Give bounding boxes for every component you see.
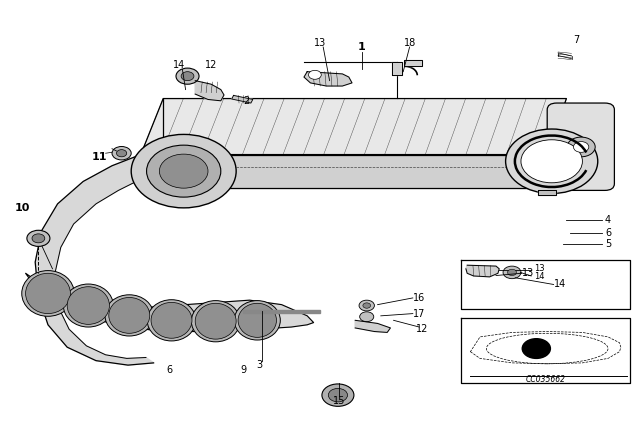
Ellipse shape bbox=[191, 301, 240, 342]
Ellipse shape bbox=[67, 287, 109, 324]
Circle shape bbox=[508, 269, 516, 276]
Circle shape bbox=[567, 137, 595, 157]
Polygon shape bbox=[141, 155, 547, 188]
Circle shape bbox=[359, 300, 374, 311]
Ellipse shape bbox=[234, 301, 280, 340]
Circle shape bbox=[32, 234, 45, 243]
Text: 13: 13 bbox=[522, 268, 534, 278]
Text: 4: 4 bbox=[605, 215, 611, 224]
Text: 14: 14 bbox=[534, 272, 545, 281]
Circle shape bbox=[159, 154, 208, 188]
Text: 11: 11 bbox=[92, 152, 107, 162]
Text: 6: 6 bbox=[605, 228, 611, 238]
Circle shape bbox=[147, 145, 221, 197]
Text: 9: 9 bbox=[240, 365, 246, 375]
FancyBboxPatch shape bbox=[547, 103, 614, 190]
Ellipse shape bbox=[63, 284, 113, 327]
Text: 12: 12 bbox=[205, 60, 218, 70]
Text: 14: 14 bbox=[554, 280, 566, 289]
Circle shape bbox=[522, 339, 550, 358]
Polygon shape bbox=[355, 320, 390, 332]
Circle shape bbox=[27, 230, 50, 246]
Polygon shape bbox=[304, 72, 352, 86]
Text: 17: 17 bbox=[413, 309, 426, 319]
Polygon shape bbox=[35, 155, 154, 365]
Circle shape bbox=[328, 388, 348, 402]
Circle shape bbox=[322, 384, 354, 406]
Polygon shape bbox=[232, 95, 253, 103]
Text: 3: 3 bbox=[256, 360, 262, 370]
Circle shape bbox=[521, 140, 582, 183]
Text: 5: 5 bbox=[605, 239, 611, 249]
Text: 12: 12 bbox=[416, 324, 429, 334]
Circle shape bbox=[360, 312, 374, 322]
Text: CC035662: CC035662 bbox=[526, 375, 566, 384]
Circle shape bbox=[176, 68, 199, 84]
Text: 16: 16 bbox=[413, 293, 426, 303]
Text: 18: 18 bbox=[403, 38, 416, 47]
Circle shape bbox=[503, 266, 521, 279]
Text: 7: 7 bbox=[573, 35, 579, 45]
Polygon shape bbox=[538, 190, 556, 195]
Polygon shape bbox=[26, 273, 314, 332]
Ellipse shape bbox=[151, 302, 192, 338]
Polygon shape bbox=[141, 99, 566, 155]
Text: 15: 15 bbox=[333, 396, 346, 406]
Ellipse shape bbox=[195, 303, 236, 339]
Polygon shape bbox=[392, 62, 402, 75]
Circle shape bbox=[131, 134, 236, 208]
Ellipse shape bbox=[26, 273, 70, 314]
Circle shape bbox=[573, 142, 589, 152]
Circle shape bbox=[181, 72, 194, 81]
Text: 13: 13 bbox=[314, 38, 326, 47]
Polygon shape bbox=[195, 81, 224, 101]
Circle shape bbox=[363, 303, 371, 308]
Text: 14: 14 bbox=[173, 60, 186, 70]
Ellipse shape bbox=[147, 300, 196, 341]
Ellipse shape bbox=[22, 271, 74, 316]
Polygon shape bbox=[243, 310, 320, 313]
Text: 1: 1 bbox=[358, 42, 365, 52]
Text: 2: 2 bbox=[243, 96, 250, 106]
Text: 6: 6 bbox=[166, 365, 173, 375]
Circle shape bbox=[308, 70, 321, 79]
Text: 13: 13 bbox=[534, 264, 545, 273]
Text: 10: 10 bbox=[15, 203, 30, 213]
Ellipse shape bbox=[105, 295, 154, 336]
Ellipse shape bbox=[238, 303, 276, 337]
Polygon shape bbox=[466, 265, 499, 277]
Circle shape bbox=[112, 146, 131, 160]
Ellipse shape bbox=[109, 297, 150, 333]
Circle shape bbox=[506, 129, 598, 194]
Circle shape bbox=[116, 150, 127, 157]
Polygon shape bbox=[404, 60, 422, 66]
